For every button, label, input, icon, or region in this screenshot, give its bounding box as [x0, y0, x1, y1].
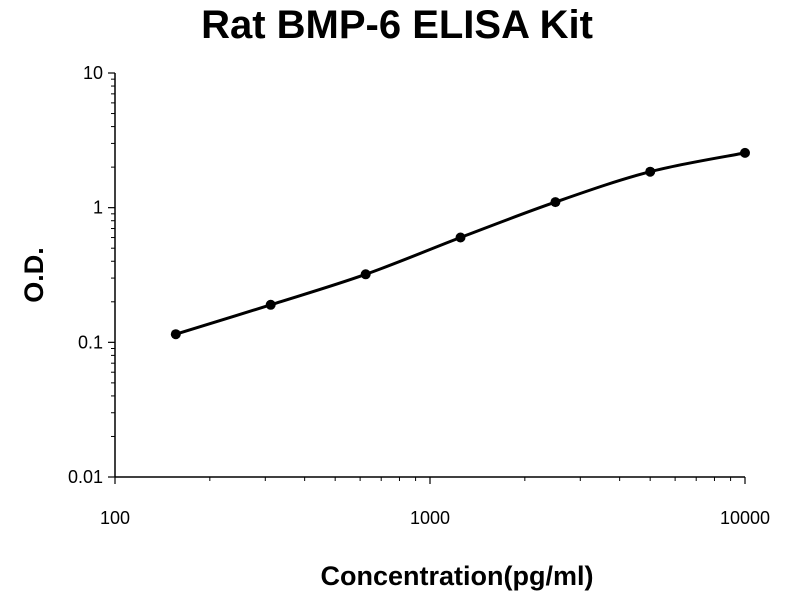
data-point: [265, 299, 276, 310]
x-tick-label: 100: [100, 508, 130, 528]
x-axis-title: Concentration(pg/ml): [321, 561, 594, 591]
x-tick-label: 10000: [720, 508, 770, 528]
axis-ticks: 0.01 0.1 1 10 100 1000 10000: [68, 63, 770, 528]
data-point: [550, 197, 561, 208]
y-tick-label: 0.01: [68, 467, 103, 487]
data-point: [645, 166, 656, 177]
data-point: [360, 269, 371, 280]
chart-title: Rat BMP-6 ELISA Kit: [201, 3, 593, 47]
data-point: [170, 329, 181, 340]
y-tick-label: 0.1: [78, 332, 103, 352]
series-line: [175, 151, 746, 336]
x-tick-label: 1000: [410, 508, 450, 528]
data-point: [740, 147, 750, 158]
y-tick-label: 1: [93, 198, 103, 218]
y-tick-label: 10: [83, 63, 103, 83]
y-axis-title: O.D.: [19, 247, 49, 303]
data-point: [455, 232, 466, 243]
data-series: [170, 147, 750, 340]
axes: [114, 73, 745, 478]
